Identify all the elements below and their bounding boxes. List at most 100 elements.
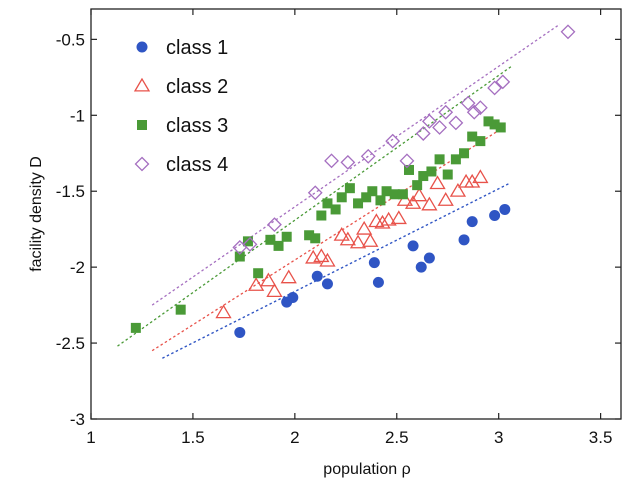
x-axis-ticks: 1 1.5 2 2.5 3 3.5: [86, 9, 612, 447]
class-3-point: [316, 210, 327, 221]
class-3-point: [389, 189, 400, 200]
class-3-point: [467, 131, 478, 142]
class-3-legend-marker: [137, 120, 147, 130]
class-1-point: [234, 326, 246, 338]
class-4-point: [421, 113, 437, 129]
class-2-point: [319, 252, 336, 267]
x-tick-label: 3.5: [589, 428, 613, 447]
y-axis-title: facility density D: [28, 156, 45, 272]
class-4-point: [495, 74, 511, 90]
class-3-point: [489, 119, 500, 130]
class-4-point: [267, 217, 282, 233]
class-4-point: [360, 148, 376, 164]
x-axis-title: population ρ: [323, 461, 410, 478]
class-2-point: [349, 234, 367, 249]
y-tick-label: -1.5: [56, 182, 85, 201]
class-3-point: [344, 183, 355, 194]
class-3-point: [442, 169, 453, 180]
class-2-point: [339, 231, 356, 246]
class-3-series: [130, 116, 506, 333]
fit-lines: [117, 23, 561, 359]
class-3-point: [281, 231, 292, 242]
class-1-point: [489, 210, 501, 222]
class-3-point: [130, 322, 141, 333]
class-1-legend-marker: [136, 41, 148, 53]
class-3-point: [397, 189, 408, 200]
x-tick-label: 3: [494, 428, 503, 447]
class-2-legend-label: class 2: [166, 76, 228, 98]
class-3-point: [404, 164, 414, 175]
class-4-point: [472, 100, 488, 116]
class-4-point: [385, 133, 401, 149]
class-4-point: [307, 185, 323, 201]
plot-frame: [90, 8, 622, 420]
class-1-point: [372, 276, 384, 288]
class-2-point: [215, 304, 232, 319]
class-3-point: [322, 198, 333, 209]
class-3-point: [304, 230, 315, 241]
class-4-point: [560, 24, 576, 40]
class-2-point: [247, 277, 265, 291]
class-4-point: [432, 120, 447, 135]
y-tick-label: -3: [70, 410, 85, 429]
class-1-point: [423, 252, 435, 264]
x-tick-label: 2: [290, 428, 299, 447]
legend: class 1 class 2 class 3 class 4: [133, 37, 228, 176]
class-4-point: [399, 153, 415, 169]
class-2-point: [411, 187, 428, 202]
class-2-point: [421, 196, 438, 211]
class-1-point: [415, 261, 427, 273]
y-tick-label: -0.5: [56, 30, 85, 49]
class-3-point: [459, 148, 470, 159]
class-1-point: [499, 203, 511, 215]
class-1-legend-label: class 1: [166, 37, 228, 59]
class-2-point: [464, 173, 481, 188]
class-3-legend-label: class 3: [166, 115, 228, 137]
class-3-fit-line: [117, 66, 512, 347]
class-3-point: [265, 234, 276, 245]
class-3-point: [381, 186, 392, 197]
class-3-point: [426, 166, 437, 177]
class-3-point: [418, 171, 429, 182]
class-3-point: [412, 180, 423, 191]
class-2-series: [215, 169, 489, 319]
class-2-point: [313, 248, 330, 263]
class-4-legend-label: class 4: [166, 154, 228, 176]
class-4-point: [324, 153, 339, 169]
class-2-legend-marker: [133, 77, 151, 92]
class-2-point: [260, 272, 277, 287]
class-2-point: [396, 192, 414, 206]
data-markers: [130, 24, 576, 338]
class-3-point: [475, 136, 486, 147]
class-4-point: [460, 95, 476, 111]
class-4-point: [340, 154, 356, 170]
class-2-point: [333, 226, 350, 241]
class-3-point: [434, 154, 445, 165]
x-tick-label: 1.5: [181, 428, 205, 447]
x-tick-label: 2.5: [385, 428, 409, 447]
class-3-point: [175, 304, 186, 315]
class-4-point: [487, 80, 503, 96]
class-3-point: [495, 122, 506, 133]
class-2-point: [429, 175, 446, 190]
class-3-point: [361, 192, 372, 203]
class-4-point: [448, 115, 464, 131]
class-2-point: [374, 214, 391, 229]
class-1-series: [234, 203, 511, 338]
class-1-point: [321, 278, 333, 290]
y-tick-label: -1: [70, 106, 85, 125]
class-3-point: [367, 186, 378, 197]
class-3-point: [375, 195, 386, 206]
y-axis-ticks: -0.5 -1 -1.5 -2 -2.5 -3: [56, 30, 621, 429]
class-2-point: [390, 210, 407, 225]
class-1-point: [287, 292, 299, 304]
class-3-point: [353, 198, 364, 209]
class-3-point: [450, 154, 461, 165]
class-2-point: [266, 283, 283, 297]
class-3-point: [330, 204, 341, 215]
x-tick-label: 1: [86, 428, 95, 447]
class-2-point: [404, 195, 422, 209]
class-2-fit-line: [151, 129, 500, 352]
class-1-point: [458, 234, 470, 246]
